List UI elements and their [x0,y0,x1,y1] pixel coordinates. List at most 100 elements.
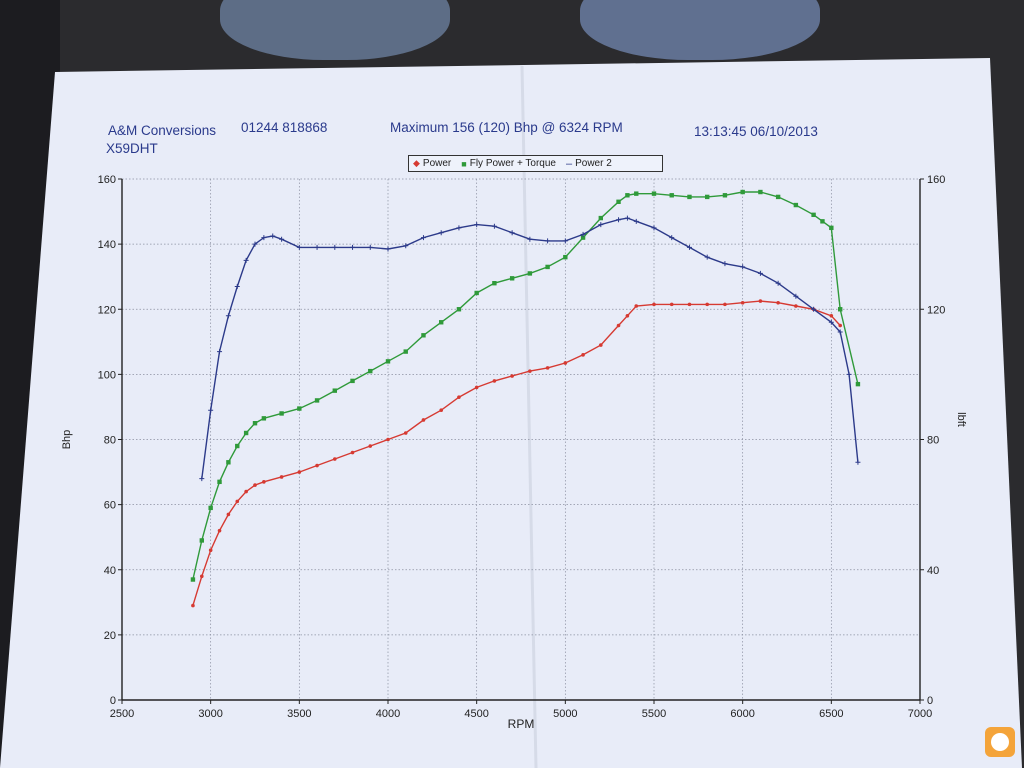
fly-power-point [625,193,630,198]
power2-point [598,222,604,228]
y-tick-label-right: 160 [927,174,945,186]
y-tick-label-right: 0 [927,695,933,707]
fly-power-point [226,460,231,465]
power-point [794,304,798,308]
power-point [333,457,337,461]
fly-power-point [235,443,240,449]
fly-power-point [492,281,497,286]
power-point [279,475,284,479]
power2-point [474,222,480,228]
power-point [599,343,603,347]
power2-point [837,329,843,335]
legend-label-fly-power-torque: Fly Power + Torque [469,158,556,169]
fly-power-point [634,191,639,196]
fly-power-point [385,359,391,364]
power-point [545,366,550,370]
fly-power-point [279,411,284,416]
fly-power-point [829,225,834,231]
fly-power-point [243,430,249,436]
power-point [528,369,532,373]
fly-power-point [332,388,337,393]
fly-power-point [527,271,533,276]
power-point [581,353,585,357]
y-tick-label-right: 120 [927,304,945,316]
fly-power-point [190,577,196,582]
legend-marker-power: ◆ [413,158,420,168]
power-point [838,323,842,328]
paper-fold [520,65,538,768]
power2-point [633,218,639,224]
power2-point [279,236,285,242]
power-point [235,499,240,504]
fly-power-point [314,398,320,403]
power-point [474,385,479,390]
power2-point [217,349,223,355]
fly-power-point [421,333,426,338]
power2-point [704,254,710,260]
x-tick-label: 6000 [730,708,754,720]
fly-power-point [811,212,816,218]
legend-item-power: ◆ Power [413,158,451,169]
fly-power-point [261,416,267,421]
power2-point [270,233,276,239]
power-point [705,302,709,307]
power2-point [252,241,258,247]
y-tick-label-left: 160 [98,174,116,186]
power2-point [686,244,692,250]
fly-power-point [855,381,861,387]
run-timestamp: 13:13:45 06/10/2013 [694,124,818,139]
fly-power-point [616,199,621,204]
fly-power-point [350,378,355,384]
power-point [244,489,248,494]
y-tick-label-left: 20 [104,630,116,642]
power-point [492,379,497,383]
power2-point [456,225,462,231]
power-point [652,302,656,307]
y-axis-label-right: lbft [955,412,967,427]
fly-power-point [509,276,515,281]
power-point [253,483,257,487]
fly-power-point [758,189,763,195]
fly-power-point [740,189,745,195]
x-tick-label: 3000 [198,708,222,720]
power2-point [491,223,497,229]
background-knee-left [220,0,450,60]
y-tick-label-right: 80 [927,435,939,447]
power2-point [793,293,799,299]
legend-item-fly-power-torque: ■ Fly Power + Torque [461,158,556,169]
power-point [421,418,426,422]
x-tick-label: 6500 [819,708,843,720]
x-tick-label: 7000 [908,708,932,720]
vehicle-registration: X59DHT [106,141,158,156]
power-point [829,313,834,318]
power-point [776,300,780,305]
legend-marker-fly-power: ■ [461,158,467,169]
power2-point [509,230,515,236]
power2-point [420,235,426,241]
x-tick-label: 5000 [553,708,577,720]
y-tick-label-left: 120 [98,304,116,316]
power-point [200,574,204,579]
chart-legend: ◆ Power ■ Fly Power + Torque – Power 2 [408,155,663,172]
power2-point [811,306,817,312]
fly-power-point [563,254,568,260]
power2-point [385,246,391,252]
power-point [740,300,745,305]
y-tick-label-left: 40 [104,565,116,577]
power2-point [234,283,240,289]
legend-label-power2: Power 2 [575,158,612,169]
max-power-summary: Maximum 156 (120) Bhp @ 6324 RPM [390,120,623,135]
power2-point [367,244,373,250]
power-point [315,463,319,468]
power2-point [545,238,551,244]
fly-power-point [580,235,586,240]
y-tick-label-left: 80 [104,435,116,447]
fly-power-point [820,219,825,224]
fly-power-point [598,215,603,221]
power-point [510,374,514,378]
power-point [368,444,373,448]
power2-point [296,244,302,250]
power2-point [722,261,728,267]
power2-point [669,235,675,241]
